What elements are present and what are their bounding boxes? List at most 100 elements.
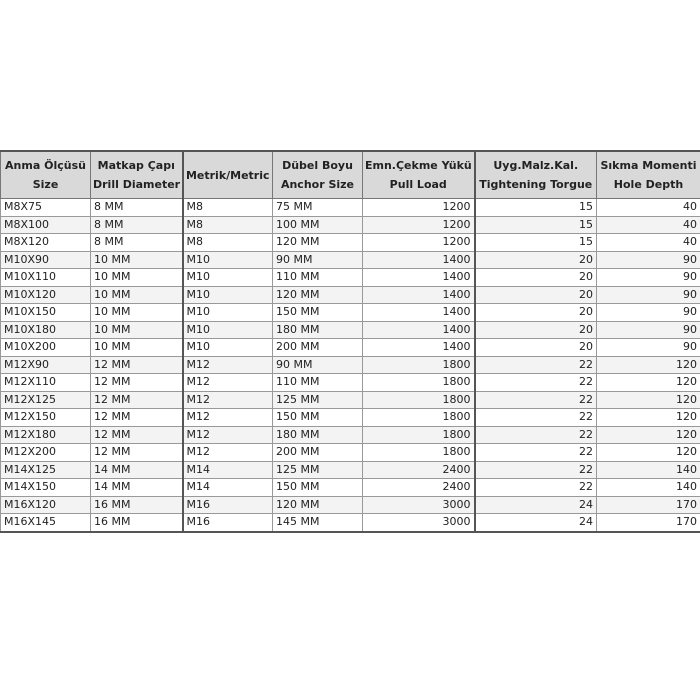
table-cell: M8X100 [0, 215, 91, 234]
table-cell: 120 MM [272, 495, 363, 514]
table-cell: M12X200 [0, 443, 91, 462]
table-cell: M16X145 [0, 513, 91, 533]
table-cell: M16 [181, 495, 273, 514]
table-cell: 24 [473, 495, 597, 514]
table-row: M14X150 14 MM M14 150 MM 2400 22 140 [0, 478, 700, 497]
table-row: M12X150 12 MM M12 150 MM 1800 22 120 [0, 408, 700, 427]
table-cell: M14X150 [0, 478, 91, 497]
table-cell: 1400 [362, 268, 475, 287]
table-cell: 3000 [362, 495, 475, 514]
table-cell: 15 [473, 198, 597, 217]
table-cell: M10X150 [0, 303, 91, 322]
table-cell: 1400 [362, 338, 475, 357]
table-cell: 120 MM [272, 285, 363, 304]
table-cell: 1800 [362, 425, 475, 444]
table-cell: 90 [596, 285, 700, 304]
table-cell: 120 [596, 373, 700, 392]
table-cell: 14 MM [90, 460, 183, 479]
table-cell: M8X75 [0, 198, 91, 217]
column-header-line: Sıkma Momenti [600, 159, 697, 172]
table-cell: 1400 [362, 285, 475, 304]
table-cell: M12 [181, 443, 273, 462]
table-cell: 120 [596, 355, 700, 374]
table-cell: 20 [473, 320, 597, 339]
column-header-line: Anchor Size [280, 178, 355, 191]
table-cell: 90 MM [272, 250, 363, 269]
table-cell: M10X110 [0, 268, 91, 287]
table-cell: 24 [473, 513, 597, 533]
table-cell: M10 [181, 285, 273, 304]
table-cell: 120 MM [272, 233, 363, 252]
table-cell: 90 [596, 268, 700, 287]
table-cell: 1800 [362, 373, 475, 392]
table-cell: 10 MM [90, 285, 183, 304]
table-cell: M8 [181, 233, 273, 252]
table-row: M8X120 8 MM M8 120 MM 1200 15 40 [0, 233, 700, 252]
table-cell: 200 MM [272, 443, 363, 462]
table-cell: 125 MM [272, 390, 363, 409]
column-header: Sıkma Momenti Hole Depth [596, 150, 700, 199]
column-header-line: Size [32, 178, 59, 191]
table-row: M12X110 12 MM M12 110 MM 1800 22 120 [0, 373, 700, 392]
table-cell: M10 [181, 320, 273, 339]
table-cell: 200 MM [272, 338, 363, 357]
table-cell: 120 [596, 390, 700, 409]
table-cell: 125 MM [272, 460, 363, 479]
table-cell: M12X180 [0, 425, 91, 444]
table-row: M10X200 10 MM M10 200 MM 1400 20 90 [0, 338, 700, 357]
table-cell: 90 [596, 250, 700, 269]
table-cell: 12 MM [90, 373, 183, 392]
column-header-line: Matkap Çapı [97, 159, 175, 172]
table-cell: 40 [596, 233, 700, 252]
table-cell: 40 [596, 215, 700, 234]
table-cell: 170 [596, 495, 700, 514]
table-cell: 22 [473, 460, 597, 479]
table-cell: M12 [181, 425, 273, 444]
table-cell: 150 MM [272, 478, 363, 497]
table-row: M10X90 10 MM M10 90 MM 1400 20 90 [0, 250, 700, 269]
table-cell: 150 MM [272, 303, 363, 322]
table-cell: 8 MM [90, 215, 183, 234]
table-cell: M12 [181, 355, 273, 374]
table-cell: 22 [473, 355, 597, 374]
table-cell: 1400 [362, 303, 475, 322]
column-header-line: Uyg.Malz.Kal. [493, 159, 579, 172]
column-header-line: Tightening Torgue [479, 178, 593, 191]
table-cell: M12X150 [0, 408, 91, 427]
table-cell: 1400 [362, 250, 475, 269]
table-cell: 10 MM [90, 303, 183, 322]
column-header-line: Metrik/Metric [185, 168, 270, 182]
table-cell: 15 [473, 233, 597, 252]
table-cell: M14X125 [0, 460, 91, 479]
table-row: M16X145 16 MM M16 145 MM 3000 24 170 [0, 513, 700, 533]
table-cell: M8X120 [0, 233, 91, 252]
table-cell: M10 [181, 338, 273, 357]
table-cell: 120 [596, 408, 700, 427]
table-row: M14X125 14 MM M14 125 MM 2400 22 140 [0, 460, 700, 479]
table-cell: 1800 [362, 355, 475, 374]
table-cell: 16 MM [90, 513, 183, 533]
table-cell: M14 [181, 460, 273, 479]
table-cell: 8 MM [90, 198, 183, 217]
column-header: Anma Ölçüsü Size [0, 150, 91, 199]
table-row: M12X180 12 MM M12 180 MM 1800 22 120 [0, 425, 700, 444]
table-cell: M8 [181, 215, 273, 234]
table-cell: 90 [596, 303, 700, 322]
table-cell: M12 [181, 373, 273, 392]
table-cell: 100 MM [272, 215, 363, 234]
table-cell: 20 [473, 285, 597, 304]
table-cell: 1800 [362, 390, 475, 409]
column-header-line: Pull Load [389, 178, 447, 191]
table-cell: 140 [596, 460, 700, 479]
table-cell: 1800 [362, 443, 475, 462]
table-cell: 22 [473, 478, 597, 497]
table-cell: M12X125 [0, 390, 91, 409]
table-cell: M14 [181, 478, 273, 497]
table-cell: 75 MM [272, 198, 363, 217]
table-row: M10X180 10 MM M10 180 MM 1400 20 90 [0, 320, 700, 339]
table-cell: 2400 [362, 478, 475, 497]
table-row: M10X120 10 MM M10 120 MM 1400 20 90 [0, 285, 700, 304]
table-cell: M12X90 [0, 355, 91, 374]
table-cell: M10X180 [0, 320, 91, 339]
table-cell: 12 MM [90, 425, 183, 444]
